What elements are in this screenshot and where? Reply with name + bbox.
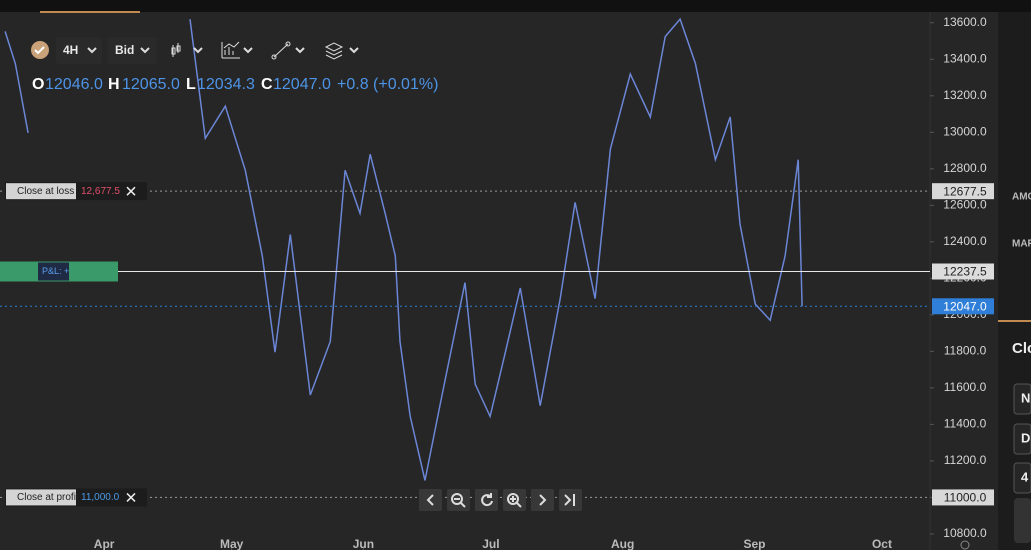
scroll-left[interactable] bbox=[419, 489, 442, 511]
icon bbox=[539, 494, 547, 506]
x-tick-label: May bbox=[220, 537, 244, 550]
order-tag-label-bg bbox=[6, 489, 76, 506]
side-panel bbox=[998, 12, 1031, 550]
panel-field[interactable] bbox=[1013, 423, 1031, 455]
chevron bbox=[87, 47, 97, 54]
panel-field-text: N bbox=[1021, 390, 1030, 405]
tab-indicator bbox=[40, 11, 140, 13]
chevron bbox=[349, 47, 359, 54]
ohlc-letter: H bbox=[108, 76, 120, 93]
price-side[interactable]: Bid bbox=[115, 43, 134, 57]
interval[interactable]: 4H bbox=[63, 43, 78, 57]
level-price: 12237.5 bbox=[943, 265, 987, 279]
chevron bbox=[243, 47, 253, 54]
x-tick-label: Jun bbox=[353, 537, 374, 550]
ohlc-value: 12065.0 bbox=[122, 76, 180, 93]
reset[interactable] bbox=[475, 489, 498, 511]
order-tag-label-bg bbox=[6, 183, 76, 200]
x-tick-label: Aug bbox=[611, 537, 634, 550]
level-price-box bbox=[932, 183, 994, 200]
interval-button[interactable] bbox=[56, 37, 102, 64]
y-tick-label: 11800.0 bbox=[944, 344, 987, 358]
panel-label: AMO bbox=[1012, 192, 1031, 203]
plot-layer: 13600.0 13400.0 13200.0 13000.0 12800.0 12600… bbox=[0, 12, 994, 550]
order-tag-label: Close at loss bbox=[17, 186, 74, 197]
ohlc-change: +0.8 (+0.01%) bbox=[337, 76, 438, 93]
y-tick-label: 13600.0 bbox=[943, 15, 987, 29]
y-tick-label: 11400.0 bbox=[944, 417, 987, 431]
level-price: 12677.5 bbox=[943, 184, 987, 198]
panel-field[interactable] bbox=[1013, 383, 1031, 415]
level-price-box bbox=[932, 298, 994, 315]
panel-heading: Clo bbox=[1012, 340, 1031, 357]
ohlc-value: 12047.0 bbox=[273, 76, 331, 93]
chart-type-icon[interactable] bbox=[171, 43, 181, 57]
y-tick-label: 11200.0 bbox=[944, 453, 987, 467]
pnl-tag-label-bg bbox=[38, 262, 69, 281]
price-line bbox=[4, 17, 803, 481]
order-tag-value: 12,677.5 bbox=[81, 186, 120, 197]
ohlc-value: 12034.3 bbox=[197, 76, 255, 93]
navigation bbox=[419, 489, 582, 511]
ohlc-letter: O bbox=[32, 76, 44, 93]
x-tick-label: Jul bbox=[482, 537, 499, 550]
level-price: 11000.0 bbox=[944, 491, 987, 505]
pnl-tag-label: P&L: + bbox=[42, 266, 69, 276]
scroll-right[interactable] bbox=[531, 489, 554, 511]
x-tick-label: Sep bbox=[743, 537, 765, 550]
panel-field-text: Di bbox=[1021, 430, 1031, 445]
y-tick-label: 12600.0 bbox=[943, 198, 987, 212]
y-tick-label: 12400.0 bbox=[943, 234, 987, 248]
x-tick-label: Oct bbox=[872, 537, 892, 550]
close-icon[interactable] bbox=[126, 186, 136, 196]
ohlc-letter: L bbox=[186, 76, 196, 93]
chevron bbox=[295, 47, 305, 54]
level-price: 12047.0 bbox=[943, 299, 987, 313]
close-icon[interactable] bbox=[126, 492, 136, 502]
ohlc-letter: C bbox=[261, 76, 273, 93]
top-bar bbox=[0, 0, 1031, 12]
panel-field-text: 4 bbox=[1021, 469, 1029, 484]
order-tag-label: Close at profit bbox=[17, 492, 79, 503]
toolbar: 4H Bid bbox=[31, 37, 359, 64]
ohlc-value: 12046.0 bbox=[45, 76, 103, 93]
price-side-button[interactable] bbox=[107, 37, 157, 64]
settings-icon[interactable] bbox=[960, 540, 970, 550]
layers-icon[interactable] bbox=[324, 42, 344, 60]
indicator-icon[interactable] bbox=[221, 41, 240, 59]
chevron bbox=[193, 47, 203, 54]
icon bbox=[507, 493, 519, 505]
icon bbox=[564, 494, 575, 506]
level-price-box bbox=[932, 489, 994, 506]
y-tick-label: 11600.0 bbox=[944, 380, 987, 394]
panel-label: MAR bbox=[1012, 239, 1031, 250]
ohlc-row: O 12046.0 H 12065.0 L 12034.3 C 12047.0 … bbox=[32, 76, 438, 93]
order-tag-value: 11,000.0 bbox=[81, 492, 120, 503]
icon bbox=[451, 493, 463, 505]
drawing-icon[interactable] bbox=[271, 41, 291, 60]
chevron bbox=[140, 47, 150, 54]
y-tick-label: 13000.0 bbox=[943, 124, 987, 138]
y-tick-label: 13200.0 bbox=[943, 88, 987, 102]
panel-button[interactable] bbox=[1014, 498, 1031, 543]
icon bbox=[454, 498, 466, 508]
y-tick-label: 10800.0 bbox=[943, 526, 987, 540]
panel-field[interactable] bbox=[1013, 462, 1031, 494]
level-price-box bbox=[932, 263, 994, 280]
icon bbox=[510, 496, 522, 508]
y-tick-label: 13400.0 bbox=[943, 51, 987, 65]
check bbox=[34, 46, 45, 55]
icon bbox=[426, 494, 434, 506]
x-tick-label: Apr bbox=[94, 537, 115, 550]
y-tick-label: 12800.0 bbox=[943, 161, 987, 175]
icon bbox=[481, 493, 493, 507]
